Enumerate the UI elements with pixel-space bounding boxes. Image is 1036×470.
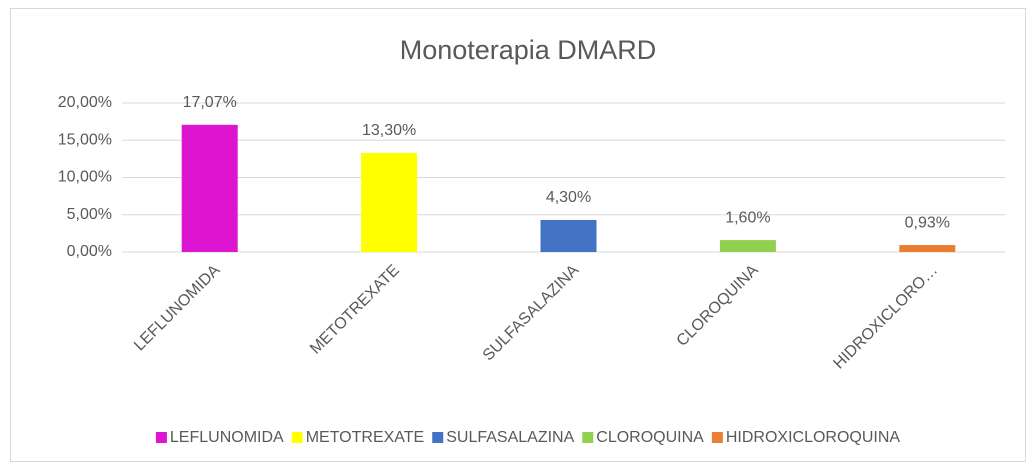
legend-swatch	[582, 432, 594, 443]
legend-label: METOTREXATE	[306, 429, 425, 446]
bar	[361, 152, 418, 252]
data-label: 4,30%	[546, 189, 591, 206]
legend-label: CLOROQUINA	[596, 429, 704, 446]
legend-label: LEFLUNOMIDA	[170, 429, 284, 446]
data-label: 1,60%	[725, 209, 770, 226]
bar	[899, 245, 956, 252]
legend-swatch	[432, 432, 444, 443]
y-tick-label: 15,00%	[58, 131, 112, 148]
y-tick-label: 0,00%	[67, 243, 112, 260]
chart-frame	[10, 8, 1026, 462]
data-label: 0,93%	[905, 214, 950, 231]
legend-label: SULFASALAZINA	[446, 429, 574, 446]
legend-swatch	[711, 432, 723, 443]
legend-swatch	[291, 432, 303, 443]
legend-swatch	[155, 432, 167, 443]
chart-title: Monoterapia DMARD	[400, 35, 657, 65]
y-tick-label: 10,00%	[58, 169, 112, 186]
bar	[719, 240, 776, 252]
bar	[181, 124, 238, 252]
y-tick-label: 20,00%	[58, 94, 112, 111]
legend-label: HIDROXICLOROQUINA	[726, 429, 901, 446]
data-label: 13,30%	[362, 122, 416, 139]
data-label: 17,07%	[183, 94, 237, 111]
bar	[540, 219, 597, 252]
y-tick-label: 5,00%	[67, 206, 112, 223]
